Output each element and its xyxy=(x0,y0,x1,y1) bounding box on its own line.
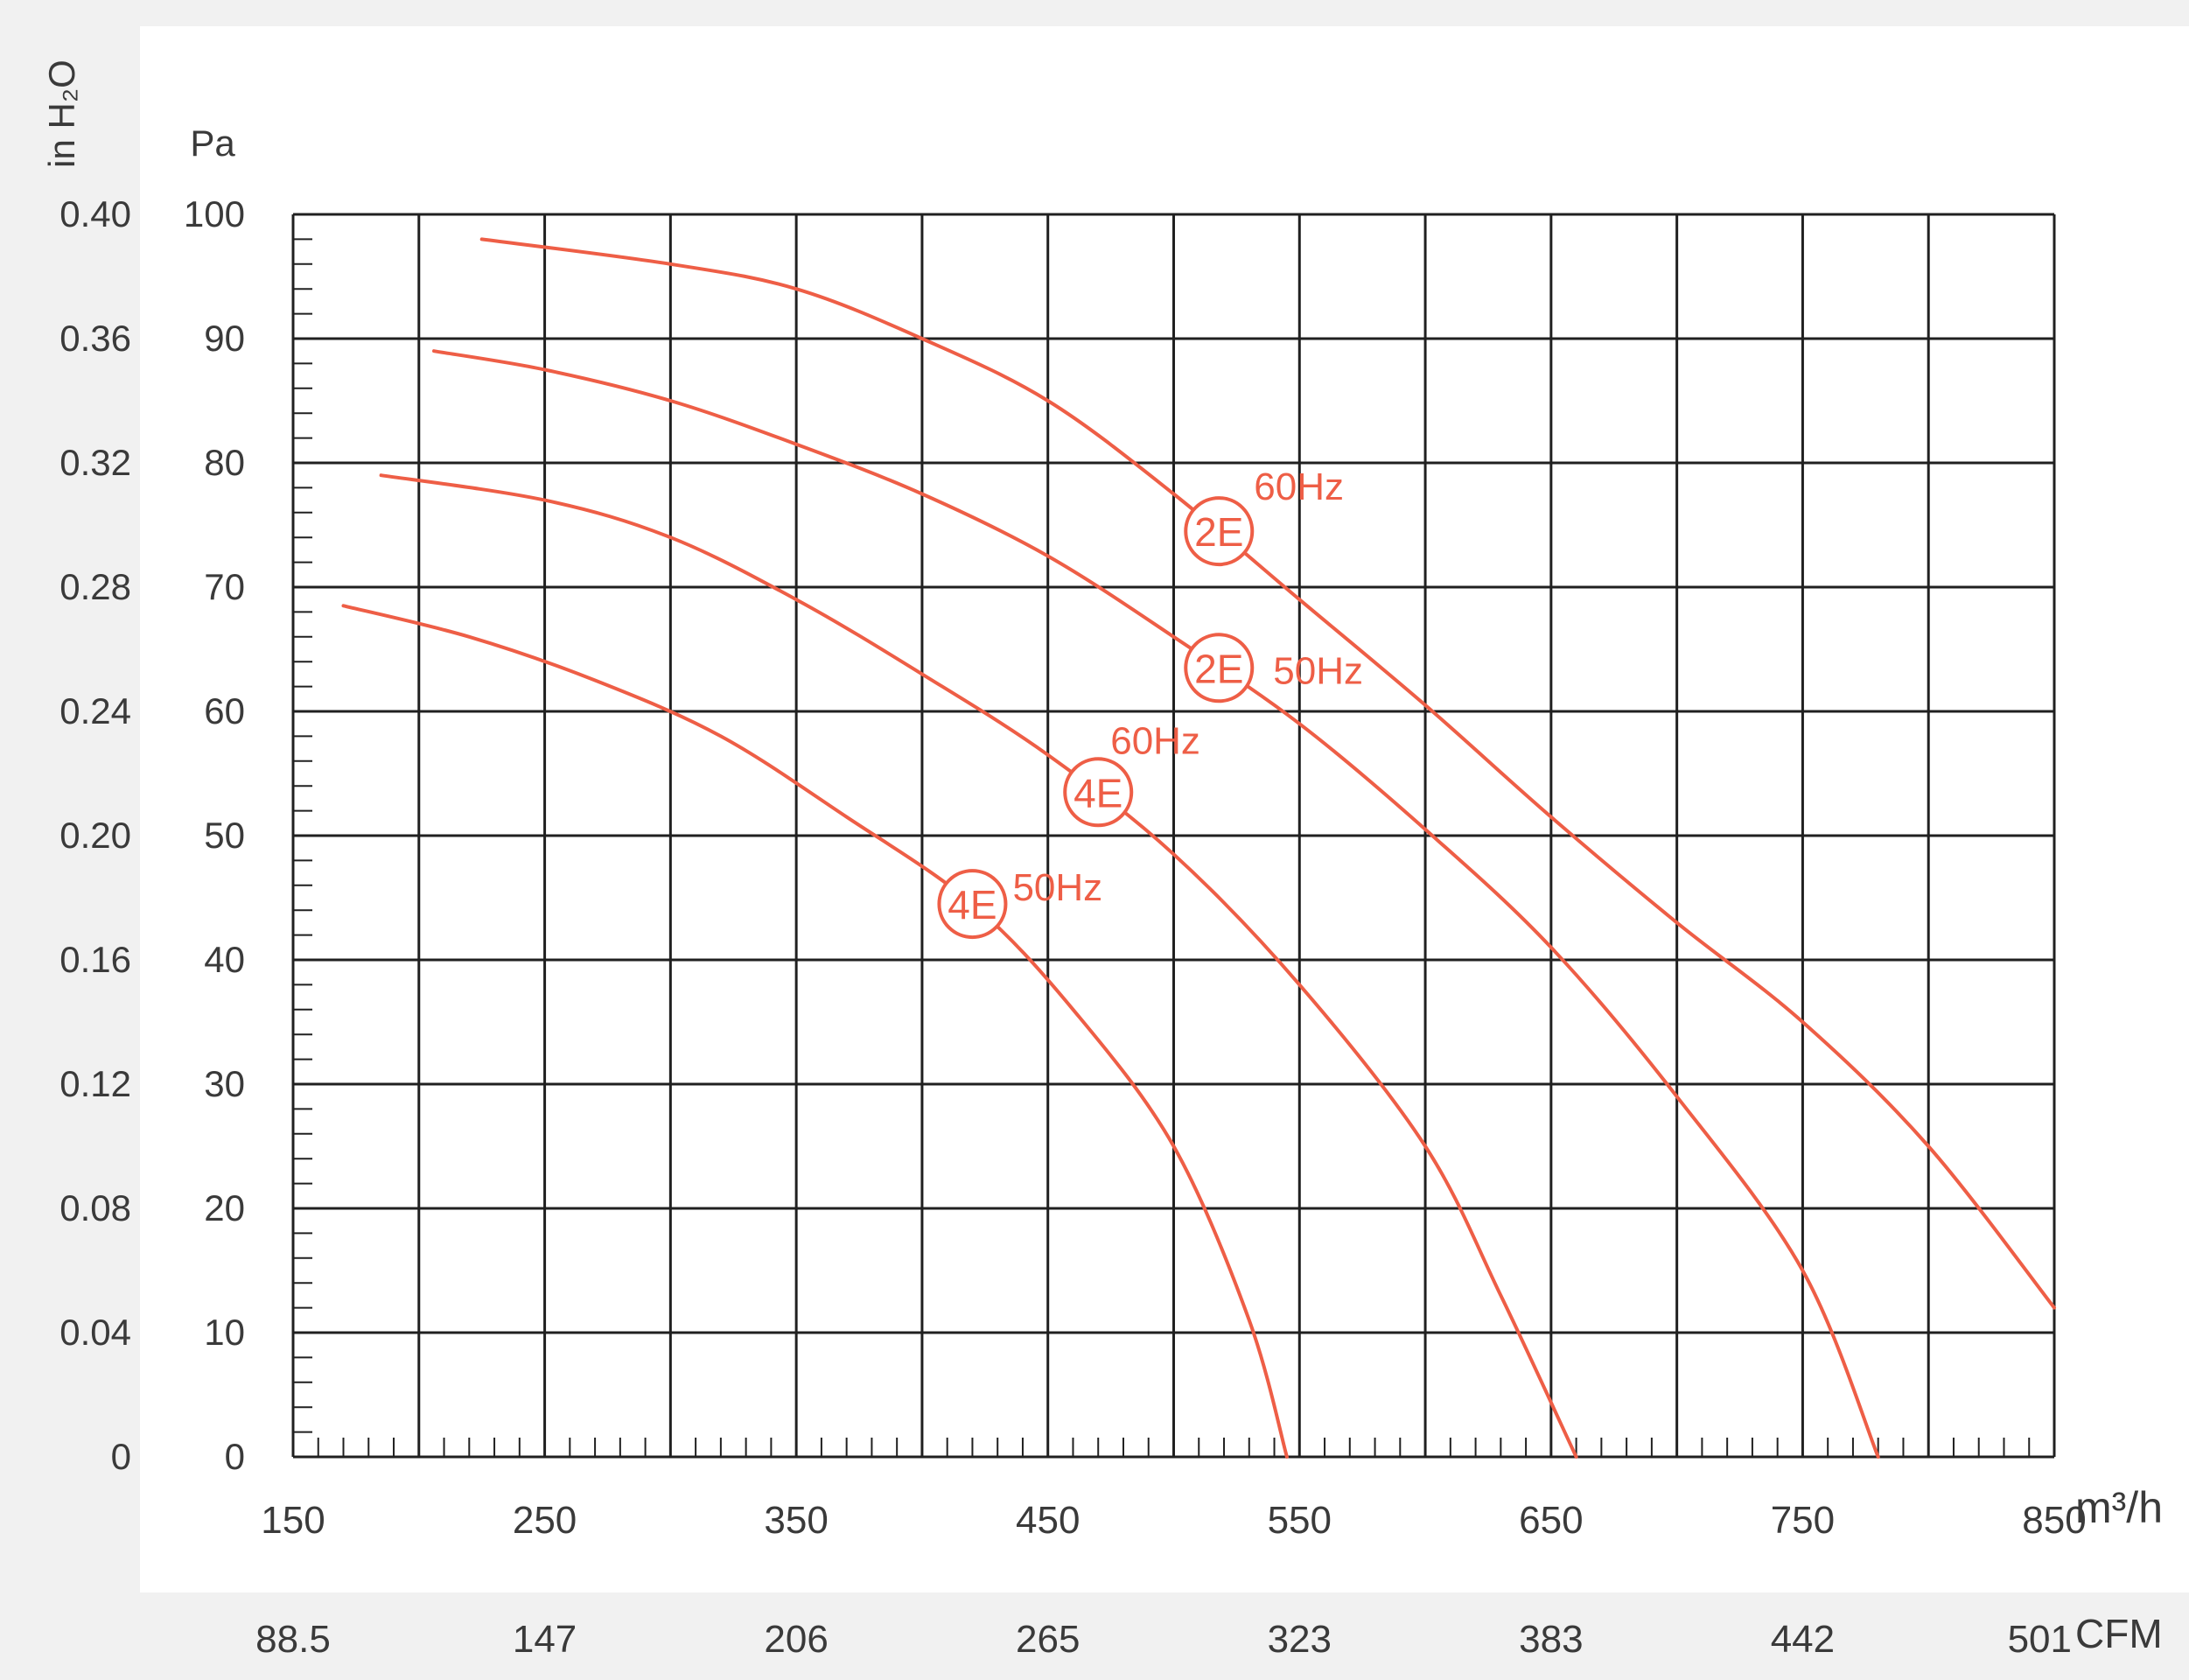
performance-curves: 2E 60Hz 2E 50Hz 4E 60Hz 4E 50Hz xyxy=(341,237,2056,1459)
y-tick-label: 50 xyxy=(204,815,245,856)
curve-frequency-label: 50Hz xyxy=(1012,866,1102,909)
y2-tick-label: 0.36 xyxy=(59,318,131,359)
curve-marker-circle xyxy=(1184,633,1255,704)
grid xyxy=(291,213,2056,1459)
x2-tick-label: 501 xyxy=(2008,1618,2072,1661)
y2-tick-label: 0.12 xyxy=(59,1063,131,1104)
x2-tick-label: 147 xyxy=(513,1618,577,1661)
y-tick-label: 20 xyxy=(204,1187,245,1228)
y2-tick-label: 0.16 xyxy=(59,939,131,980)
y2-tick-label: 0.40 xyxy=(59,193,131,234)
y-tick-label: 10 xyxy=(204,1312,245,1353)
x-unit-label: m³/h xyxy=(2075,1483,2163,1532)
curve-marker-label: 2E xyxy=(1194,646,1243,691)
x2-tick-label: 323 xyxy=(1268,1618,1332,1661)
y-tick-label: 80 xyxy=(204,442,245,483)
curve-marker-circle xyxy=(1184,496,1255,567)
axis-labels: Pa in H₂O m³/h CFM 0 0 10 0.04 20 0.08 30 0.12 4… xyxy=(41,60,2163,1661)
y-unit-label: Pa xyxy=(190,122,235,164)
x-tick-label: 150 xyxy=(261,1499,325,1542)
x2-unit-label: CFM xyxy=(2075,1611,2163,1656)
x2-tick-label: 88.5 xyxy=(255,1618,331,1661)
x2-tick-label: 383 xyxy=(1519,1618,1583,1661)
y2-tick-label: 0 xyxy=(111,1436,131,1477)
y-tick-label: 100 xyxy=(184,193,245,234)
y-tick-label: 60 xyxy=(204,690,245,732)
y2-tick-label: 0.24 xyxy=(59,690,131,732)
curve-frequency-label: 60Hz xyxy=(1110,719,1200,762)
y2-tick-label: 0.08 xyxy=(59,1187,131,1228)
y-tick-label: 0 xyxy=(225,1436,245,1477)
curve-frequency-label: 50Hz xyxy=(1273,649,1363,692)
y2-tick-label: 0.32 xyxy=(59,442,131,483)
y-tick-label: 90 xyxy=(204,318,245,359)
y2-tick-label: 0.20 xyxy=(59,815,131,856)
curve-marker-label: 4E xyxy=(1074,770,1122,816)
y2-tick-label: 0.04 xyxy=(59,1312,131,1353)
curve-frequency-label: 60Hz xyxy=(1254,466,1344,508)
x-tick-label: 750 xyxy=(1771,1499,1835,1542)
x-tick-label: 350 xyxy=(764,1499,828,1542)
y-tick-label: 40 xyxy=(204,939,245,980)
x-tick-label: 550 xyxy=(1268,1499,1332,1542)
x-tick-label: 250 xyxy=(513,1499,577,1542)
y2-tick-label: 0.28 xyxy=(59,566,131,607)
x2-tick-label: 265 xyxy=(1016,1618,1080,1661)
plot-panel xyxy=(140,26,2189,1592)
curve-marker-circle xyxy=(1063,757,1134,828)
x-tick-label: 850 xyxy=(2022,1499,2086,1542)
y-tick-label: 30 xyxy=(204,1063,245,1104)
curve-2e-60hz xyxy=(479,237,2056,1310)
y-tick-label: 70 xyxy=(204,566,245,607)
curve-marker-label: 4E xyxy=(948,882,997,928)
curve-marker-circle xyxy=(937,869,1008,940)
x2-tick-label: 206 xyxy=(764,1618,828,1661)
x-tick-label: 650 xyxy=(1519,1499,1583,1542)
x-tick-label: 450 xyxy=(1016,1499,1080,1542)
curve-marker-label: 2E xyxy=(1194,509,1243,555)
x2-tick-label: 442 xyxy=(1771,1618,1835,1661)
y2-unit-label: in H₂O xyxy=(41,60,82,168)
curve-4e-50hz xyxy=(341,604,1289,1459)
